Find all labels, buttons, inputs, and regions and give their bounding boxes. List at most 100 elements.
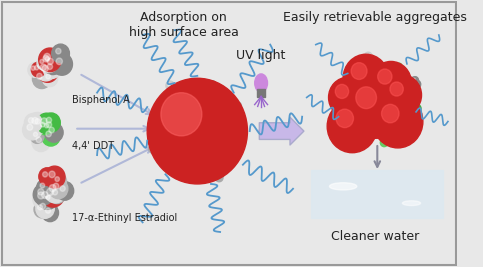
Circle shape — [38, 50, 59, 72]
Circle shape — [233, 112, 240, 119]
Circle shape — [49, 186, 66, 203]
Text: Bisphenol A: Bisphenol A — [72, 95, 130, 105]
Circle shape — [40, 60, 44, 64]
Circle shape — [383, 75, 422, 115]
Circle shape — [215, 172, 217, 175]
Circle shape — [364, 59, 366, 60]
Circle shape — [42, 183, 64, 207]
Circle shape — [390, 82, 403, 96]
Circle shape — [206, 163, 212, 169]
Circle shape — [366, 54, 369, 57]
Circle shape — [406, 106, 413, 114]
Circle shape — [393, 65, 395, 67]
Circle shape — [151, 148, 156, 154]
Circle shape — [228, 112, 230, 115]
Circle shape — [382, 140, 384, 143]
Circle shape — [177, 174, 179, 176]
Circle shape — [41, 118, 47, 124]
Circle shape — [174, 174, 176, 176]
Circle shape — [39, 168, 56, 185]
Circle shape — [341, 136, 348, 143]
Circle shape — [216, 86, 218, 88]
Circle shape — [46, 131, 51, 137]
Circle shape — [41, 122, 45, 127]
Circle shape — [414, 82, 417, 84]
Circle shape — [227, 110, 234, 118]
Circle shape — [234, 113, 236, 116]
Circle shape — [152, 150, 154, 151]
Circle shape — [43, 192, 57, 206]
Circle shape — [52, 173, 67, 189]
Circle shape — [52, 44, 70, 63]
Circle shape — [173, 172, 179, 179]
Circle shape — [28, 62, 42, 77]
Ellipse shape — [255, 74, 268, 92]
Circle shape — [156, 113, 161, 120]
Circle shape — [153, 144, 159, 150]
Circle shape — [186, 170, 192, 176]
Circle shape — [384, 139, 386, 140]
Circle shape — [397, 65, 399, 67]
Circle shape — [38, 192, 44, 199]
Circle shape — [413, 78, 415, 80]
Circle shape — [31, 62, 45, 77]
Circle shape — [414, 84, 420, 90]
Circle shape — [356, 87, 377, 109]
Circle shape — [170, 91, 172, 94]
Circle shape — [49, 127, 55, 133]
Circle shape — [412, 77, 418, 84]
Circle shape — [236, 133, 238, 135]
Circle shape — [211, 165, 213, 168]
Circle shape — [28, 118, 34, 123]
Circle shape — [366, 55, 368, 57]
Circle shape — [233, 103, 235, 105]
Circle shape — [209, 163, 217, 172]
Circle shape — [56, 182, 74, 200]
Circle shape — [235, 104, 238, 106]
Circle shape — [206, 82, 208, 84]
Circle shape — [178, 168, 187, 177]
Circle shape — [349, 136, 351, 138]
Circle shape — [34, 65, 39, 70]
Circle shape — [37, 179, 52, 196]
Circle shape — [30, 129, 44, 143]
Circle shape — [172, 88, 179, 96]
Circle shape — [151, 146, 153, 149]
Circle shape — [44, 53, 50, 60]
Circle shape — [166, 81, 174, 90]
Circle shape — [208, 81, 217, 90]
Circle shape — [159, 115, 166, 122]
Circle shape — [46, 195, 50, 199]
Circle shape — [49, 171, 55, 178]
Circle shape — [154, 143, 157, 147]
Circle shape — [34, 201, 50, 218]
Circle shape — [207, 163, 217, 174]
Circle shape — [386, 137, 389, 139]
Circle shape — [384, 138, 391, 146]
Circle shape — [230, 133, 238, 141]
Circle shape — [415, 85, 417, 87]
Circle shape — [40, 183, 45, 188]
Circle shape — [413, 104, 421, 112]
Circle shape — [42, 113, 60, 132]
Circle shape — [171, 89, 173, 91]
Circle shape — [155, 113, 161, 120]
Circle shape — [49, 184, 56, 192]
Circle shape — [364, 52, 372, 61]
Circle shape — [345, 128, 353, 136]
Circle shape — [210, 85, 212, 87]
Circle shape — [363, 58, 368, 63]
Circle shape — [56, 58, 62, 65]
Circle shape — [234, 138, 236, 140]
Circle shape — [180, 170, 183, 173]
Circle shape — [33, 184, 53, 205]
Circle shape — [46, 122, 52, 128]
Circle shape — [40, 64, 46, 71]
Circle shape — [176, 172, 182, 179]
Circle shape — [217, 175, 219, 178]
Circle shape — [209, 166, 212, 169]
Ellipse shape — [402, 201, 421, 206]
Circle shape — [383, 137, 389, 144]
Circle shape — [347, 130, 349, 132]
Circle shape — [45, 57, 49, 61]
